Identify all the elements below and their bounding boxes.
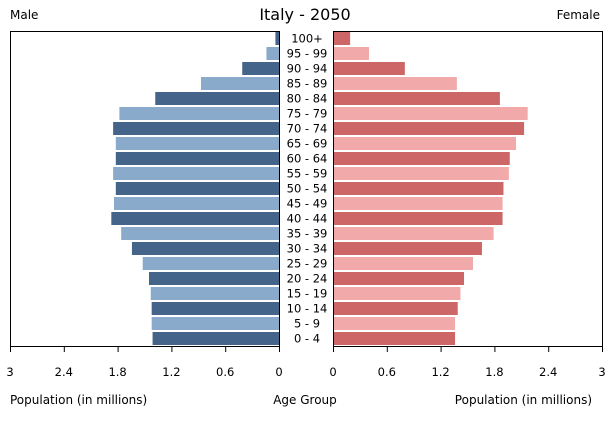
male-bar	[266, 47, 279, 60]
x-tick-label-left: 3	[6, 365, 13, 379]
male-bar	[114, 197, 279, 210]
male-bar	[115, 182, 279, 195]
age-group-tick-label: 50 - 54	[287, 182, 328, 196]
male-bar	[152, 332, 279, 345]
male-bar	[115, 137, 279, 150]
female-bar	[334, 182, 504, 195]
age-group-tick-label: 55 - 59	[287, 167, 328, 181]
age-group-tick-label: 45 - 49	[287, 197, 328, 211]
male-bar	[111, 212, 279, 225]
male-bar	[155, 92, 279, 105]
female-bar	[334, 167, 509, 180]
x-tick-label-left: 1.2	[162, 365, 180, 379]
male-bar	[113, 167, 279, 180]
male-bar	[115, 152, 279, 165]
age-group-tick-label: 15 - 19	[287, 287, 328, 301]
male-panel-frame	[10, 31, 280, 347]
male-bar	[275, 32, 279, 45]
female-bar	[334, 62, 405, 75]
female-bar	[334, 242, 482, 255]
female-bar	[334, 332, 456, 345]
male-side-label: Male	[10, 8, 39, 22]
female-bar	[334, 107, 528, 120]
female-bar	[334, 212, 503, 225]
female-panel-frame	[333, 31, 603, 347]
x-tick-label-left: 0	[275, 365, 282, 379]
x-axis-label-right: Population (in millions)	[454, 393, 592, 407]
female-bar	[334, 287, 461, 300]
female-bar	[334, 77, 457, 90]
x-tick-label-left: 2.4	[55, 365, 73, 379]
male-bar	[131, 242, 279, 255]
age-group-tick-label: 85 - 89	[287, 77, 328, 91]
female-bar	[334, 317, 456, 330]
male-bar	[142, 257, 279, 270]
age-group-tick-label: 90 - 94	[287, 62, 328, 76]
male-bar	[151, 302, 279, 315]
age-group-tick-label: 75 - 79	[287, 107, 328, 121]
age-group-tick-label: 0 - 4	[294, 332, 320, 346]
age-group-label: Age Group	[273, 393, 337, 407]
x-axis-label-left: Population (in millions)	[10, 393, 148, 407]
female-bar	[334, 257, 473, 270]
female-bar	[334, 152, 510, 165]
female-bar	[334, 32, 351, 45]
male-bar	[200, 77, 279, 90]
age-group-tick-label: 100+	[291, 32, 323, 46]
age-group-tick-label: 65 - 69	[287, 137, 328, 151]
age-group-tick-label: 20 - 24	[287, 272, 328, 286]
x-tick-label-right: 1.8	[485, 365, 503, 379]
female-bar	[334, 302, 458, 315]
age-group-tick-label: 25 - 29	[287, 257, 328, 271]
age-group-tick-label: 35 - 39	[287, 227, 328, 241]
female-bar	[334, 197, 503, 210]
age-group-tick-label: 10 - 14	[287, 302, 328, 316]
female-bar	[334, 272, 465, 285]
male-bar	[121, 227, 279, 240]
female-bar	[334, 47, 369, 60]
age-group-tick-label: 5 - 9	[294, 317, 320, 331]
male-bar	[113, 122, 279, 135]
x-tick-label-right: 0	[329, 365, 336, 379]
age-group-tick-label: 30 - 34	[287, 242, 328, 256]
chart-title: Italy - 2050	[259, 5, 351, 24]
x-tick-label-right: 1.2	[431, 365, 449, 379]
x-tick-label-right: 0.6	[378, 365, 396, 379]
age-group-tick-label: 95 - 99	[287, 47, 328, 61]
x-tick-label-left: 1.8	[108, 365, 126, 379]
male-bar	[148, 272, 279, 285]
male-bar	[119, 107, 279, 120]
age-group-tick-label: 60 - 64	[287, 152, 328, 166]
age-group-tick-label: 80 - 84	[287, 92, 328, 106]
female-side-label: Female	[556, 8, 600, 22]
x-tick-label-right: 3	[598, 365, 605, 379]
female-bar	[334, 227, 494, 240]
age-group-tick-label: 70 - 74	[287, 122, 328, 136]
female-bar	[334, 122, 525, 135]
x-tick-label-right: 2.4	[539, 365, 557, 379]
male-bar	[242, 62, 279, 75]
female-bar	[334, 92, 500, 105]
age-group-tick-label: 40 - 44	[287, 212, 328, 226]
male-bar	[150, 287, 279, 300]
female-bar	[334, 137, 517, 150]
x-tick-label-left: 0.6	[216, 365, 234, 379]
male-bar	[151, 317, 279, 330]
